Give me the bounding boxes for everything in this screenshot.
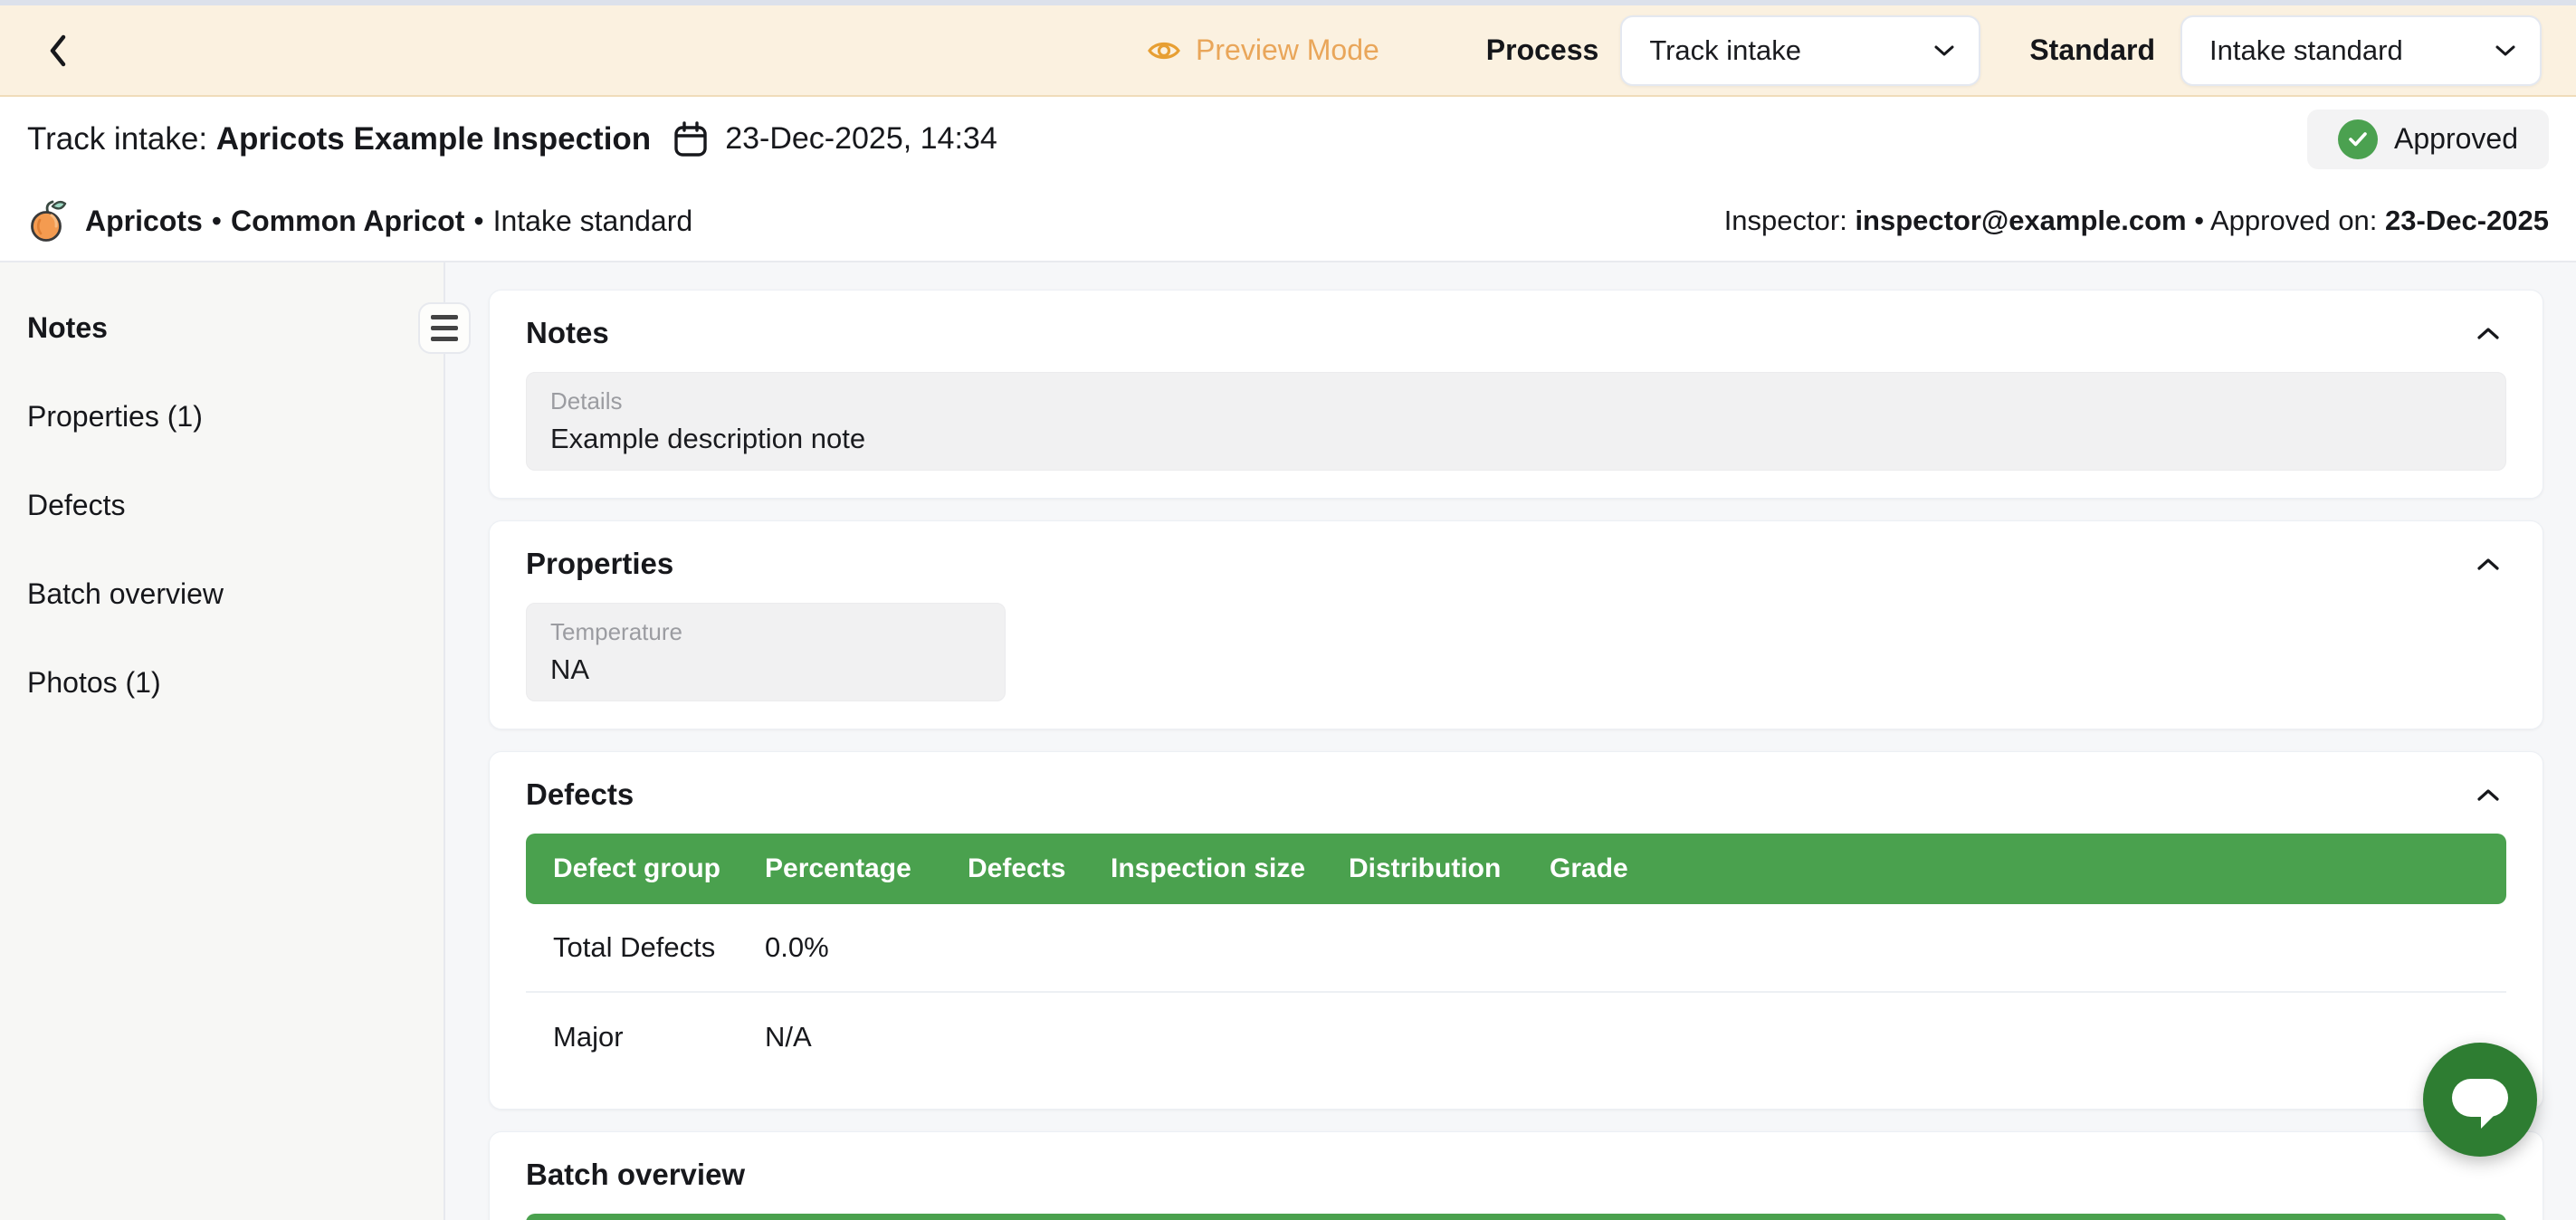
- chevron-down-icon: [2495, 45, 2515, 55]
- notes-card-title: Notes: [526, 316, 609, 349]
- status-badge-label: Approved: [2394, 122, 2518, 155]
- column-header: Inspection size: [1111, 853, 1306, 883]
- dot-separator: •: [211, 204, 222, 237]
- defects-card-title: Defects: [526, 777, 634, 811]
- apricot-icon: [27, 198, 69, 243]
- chat-bubble-icon: [2452, 1079, 2508, 1129]
- chevron-up-icon: [2477, 327, 2499, 339]
- window-top-strip: [0, 0, 2576, 5]
- inspection-datetime: 23-Dec-2025, 14:34: [725, 121, 997, 156]
- content-area: Notes Properties (1) Defects Batch overv…: [0, 262, 2576, 1220]
- dot-separator: •: [473, 204, 484, 237]
- column-header: Grade: [1550, 853, 1628, 883]
- details-field-value: Example description note: [550, 423, 866, 454]
- batch-overview-card-title: Batch overview: [526, 1158, 746, 1191]
- details-field-label: Details: [550, 387, 623, 415]
- chevron-up-icon: [2477, 558, 2499, 570]
- temperature-field-label: Temperature: [550, 618, 682, 645]
- details-field[interactable]: Details Example description note: [526, 372, 2506, 471]
- table-cell: Total Defects: [553, 931, 716, 963]
- inspection-name: Apricots Example Inspection: [215, 120, 652, 157]
- inspector-line: Inspector: inspector@example.com • Appro…: [1723, 205, 2549, 236]
- section-sidebar: Notes Properties (1) Defects Batch overv…: [0, 262, 471, 1220]
- product-name: Apricots: [85, 204, 203, 237]
- defects-table-header: Defect group Percentage Defects Inspecti…: [526, 834, 2506, 904]
- inspector-email: inspector@example.com: [1855, 205, 2187, 236]
- defects-card: Defects Defect group Percentage Defects …: [489, 751, 2543, 1110]
- sidebar-item-defects[interactable]: Defects: [27, 489, 126, 521]
- approved-on-date: 23-Dec-2025: [2385, 205, 2549, 236]
- chevron-down-icon: [1934, 45, 1954, 55]
- preview-top-bar: Preview Mode Process Track intake Standa…: [0, 5, 2576, 97]
- column-header: Defects: [968, 853, 1066, 883]
- table-cell: Major: [553, 1021, 624, 1053]
- process-select-value: Track intake: [1649, 33, 1801, 66]
- standard-label: Standard: [2029, 33, 2155, 66]
- inspection-title-row: Track intake: Apricots Example Inspectio…: [0, 97, 2576, 181]
- sidebar-item-photos[interactable]: Photos (1): [27, 666, 161, 699]
- notes-card: Notes Details Example description note: [489, 290, 2543, 499]
- collapse-defects-button[interactable]: [2470, 777, 2506, 813]
- table-row: Total Defects 0.0%: [526, 904, 2506, 993]
- back-button[interactable]: [34, 27, 81, 74]
- column-header: Distribution: [1349, 853, 1502, 883]
- back-chevron-icon: [50, 34, 66, 66]
- sidebar-collapse-button[interactable]: [418, 302, 471, 354]
- batch-overview-card: Batch overview Photo Status Inspection N…: [489, 1131, 2543, 1220]
- product-sub-row: Apricots • Common Apricot • Intake stand…: [0, 181, 2576, 262]
- standard-select[interactable]: Intake standard: [2180, 14, 2542, 86]
- collapse-notes-button[interactable]: [2470, 315, 2506, 351]
- temperature-field-value: NA: [550, 653, 590, 685]
- chevron-up-icon: [2477, 788, 2499, 801]
- eye-icon: [1148, 42, 1180, 59]
- properties-card-title: Properties: [526, 547, 674, 580]
- temperature-field[interactable]: Temperature NA: [526, 603, 1006, 701]
- collapse-properties-button[interactable]: [2470, 546, 2506, 582]
- hamburger-icon: [431, 315, 458, 319]
- variety-name: Common Apricot: [231, 204, 465, 237]
- sidebar-item-batch-overview[interactable]: Batch overview: [27, 577, 224, 610]
- chat-widget-button[interactable]: [2423, 1043, 2537, 1157]
- column-header: Defect group: [553, 853, 721, 883]
- sidebar-item-notes[interactable]: Notes: [27, 311, 108, 344]
- process-label: Process: [1485, 33, 1599, 66]
- table-row: Major N/A: [526, 993, 2506, 1082]
- calendar-icon: [673, 120, 709, 158]
- check-circle-icon: [2338, 119, 2379, 159]
- sidebar-item-properties[interactable]: Properties (1): [27, 400, 203, 433]
- page-title: Track intake: Apricots Example Inspectio…: [27, 120, 652, 157]
- preview-mode-indicator: Preview Mode: [1147, 33, 1379, 67]
- preview-mode-label: Preview Mode: [1196, 33, 1379, 66]
- main-panel: Notes Details Example description note P…: [445, 262, 2576, 1220]
- properties-card: Properties Temperature NA: [489, 520, 2543, 729]
- batch-table-header: Photo Status Inspection Name Inspection …: [526, 1214, 2506, 1220]
- standard-select-value: Intake standard: [2209, 33, 2403, 66]
- status-badge[interactable]: Approved: [2307, 109, 2549, 169]
- process-select[interactable]: Track intake: [1620, 14, 1981, 86]
- table-cell: N/A: [765, 1021, 812, 1053]
- standard-name: Intake standard: [492, 204, 693, 237]
- table-cell: 0.0%: [765, 931, 829, 963]
- column-header: Percentage: [765, 853, 911, 883]
